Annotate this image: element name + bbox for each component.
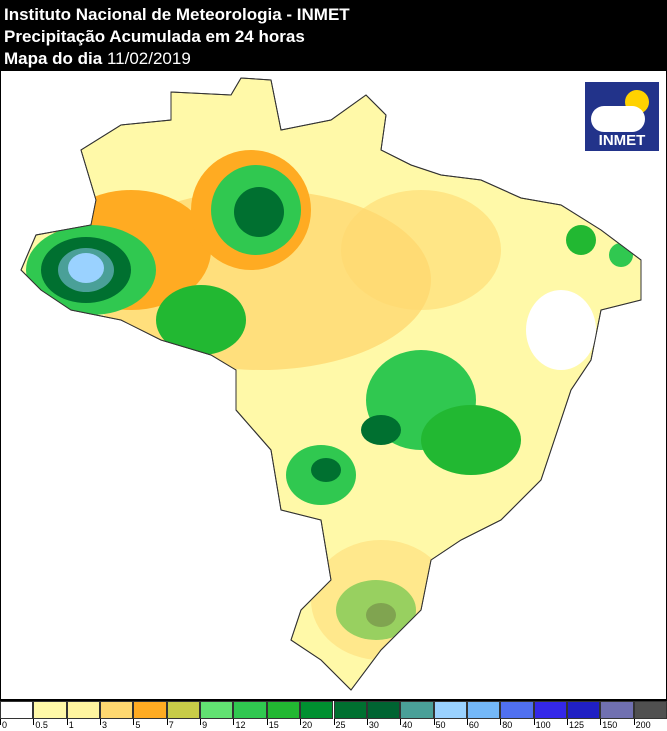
legend-label: 7 (168, 720, 174, 730)
legend-tick (400, 719, 402, 725)
legend-tick (133, 719, 135, 725)
precipitation-map (20, 77, 642, 691)
legend-tick (300, 719, 302, 725)
legend-label: 60 (468, 720, 479, 730)
legend-tick (433, 719, 435, 725)
legend-tick (633, 719, 635, 725)
legend-tick (266, 719, 268, 725)
legend-swatch (433, 701, 467, 719)
map-date-line: Mapa do dia 11/02/2019 (4, 49, 191, 69)
legend-swatch (633, 701, 667, 719)
legend-label: 3 (102, 720, 108, 730)
map-date: 11/02/2019 (106, 49, 191, 68)
legend-label: 9 (202, 720, 208, 730)
legend-tick (100, 719, 102, 725)
legend-label: 25 (335, 720, 346, 730)
legend-swatch (33, 701, 67, 719)
legend-tick (66, 719, 68, 725)
legend-tick (566, 719, 568, 725)
legend-label: 200 (635, 720, 651, 730)
legend-label: 15 (268, 720, 279, 730)
legend-swatch (333, 701, 367, 719)
legend-label: 125 (568, 720, 584, 730)
legend-label: 1 (68, 720, 74, 730)
logo-text: INMET (598, 132, 646, 149)
cloud-icon (591, 106, 645, 132)
legend-label: 80 (502, 720, 513, 730)
map-header: Instituto Nacional de Meteorologia - INM… (0, 0, 667, 71)
legend-label: 40 (402, 720, 413, 730)
legend-tick (200, 719, 202, 725)
inmet-logo: INMET (585, 82, 659, 151)
legend-tick (600, 719, 602, 725)
legend-label: 50 (435, 720, 446, 730)
legend-tick (500, 719, 502, 725)
legend-tick (333, 719, 335, 725)
legend-swatch (233, 701, 267, 719)
legend-swatch (200, 701, 234, 719)
legend-tick (366, 719, 368, 725)
legend-swatch (100, 701, 134, 719)
legend-swatch (466, 701, 501, 719)
legend-swatch (66, 701, 101, 719)
precipitation-fields (26, 150, 633, 660)
legend-swatch (600, 701, 634, 719)
legend-label: 100 (535, 720, 551, 730)
legend-label: 30 (368, 720, 379, 730)
legend-tick (233, 719, 235, 725)
subtitle: Precipitação Acumulada em 24 horas (4, 27, 305, 46)
date-label: Mapa do dia (4, 49, 103, 68)
legend-swatch (266, 701, 301, 719)
legend-label: 150 (602, 720, 618, 730)
legend-swatch (566, 701, 601, 719)
legend-swatch (166, 701, 201, 719)
legend-label: 0 (2, 720, 8, 730)
legend-swatch (133, 701, 167, 719)
legend-label: 5 (135, 720, 141, 730)
legend-swatch (366, 701, 401, 719)
legend-swatch (400, 701, 434, 719)
legend-tick (33, 719, 35, 725)
legend-swatch (0, 701, 34, 719)
title: Instituto Nacional de Meteorologia - INM… (4, 5, 350, 24)
legend-tick (533, 719, 535, 725)
legend-label: 0.5 (35, 720, 48, 730)
map-frame (0, 71, 667, 700)
legend-swatch (500, 701, 534, 719)
legend-label: 12 (235, 720, 246, 730)
legend-tick (466, 719, 468, 725)
legend-tick (166, 719, 168, 725)
color-legend: 0 0.5 1 3 5 7 9 12 15 20 25 30 40 50 60 80 100 125 150 200 (0, 700, 667, 731)
legend-tick (0, 719, 1, 725)
legend-label: 20 (302, 720, 313, 730)
legend-swatch (533, 701, 567, 719)
legend-swatch (300, 701, 334, 719)
